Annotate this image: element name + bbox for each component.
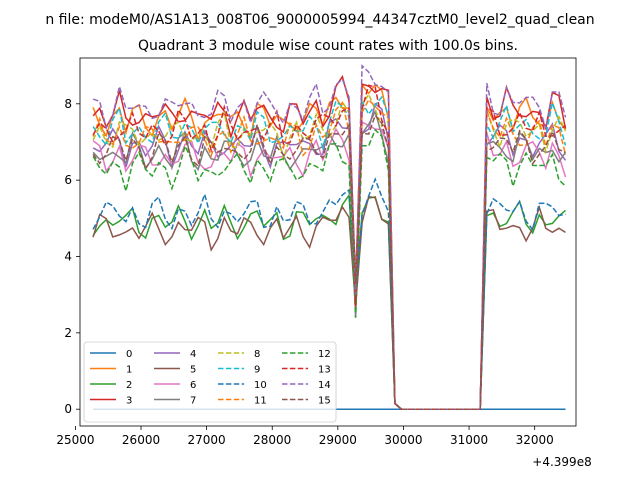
legend-label: 8 [254, 349, 260, 360]
y-tick-label: 4 [64, 250, 72, 264]
legend-label: 0 [126, 349, 132, 360]
legend-box [83, 341, 337, 423]
series-line-15 [92, 113, 566, 410]
series-line-8 [92, 92, 567, 410]
x-tick-label: 26000 [122, 433, 160, 447]
legend-label: 3 [126, 396, 132, 407]
series-line-14 [92, 64, 567, 410]
x-tick-label: 27000 [188, 433, 226, 447]
series-line-13 [92, 84, 566, 410]
legend-label: 4 [190, 349, 196, 360]
y-tick-label: 0 [64, 402, 72, 416]
x-axis-offset-label: +4.399e8 [532, 455, 591, 469]
series-line-9 [92, 95, 567, 410]
series-line-12 [92, 128, 567, 410]
legend-label: 11 [254, 396, 267, 407]
x-tick-label: 29000 [319, 433, 357, 447]
y-tick-label: 6 [64, 173, 72, 187]
legend-label: 1 [126, 365, 132, 376]
y-tick-label: 8 [64, 97, 72, 111]
legend-label: 7 [190, 396, 196, 407]
series-line-7 [92, 109, 567, 410]
plot-lines [92, 64, 567, 410]
chart-title: Quadrant 3 module wise count rates with … [138, 38, 518, 54]
legend-label: 6 [190, 380, 196, 391]
x-tick-label: 31000 [450, 433, 488, 447]
axes-frame [79, 57, 577, 427]
x-tick-label: 25000 [56, 433, 94, 447]
y-tick-label: 2 [64, 326, 72, 340]
legend-label: 14 [318, 380, 331, 391]
series-line-4 [92, 102, 567, 410]
figure-suptitle: n file: modeM0/AS1A13_008T06_9000005994_… [45, 12, 594, 28]
series-line-11 [92, 98, 567, 410]
x-tick-label: 28000 [253, 433, 291, 447]
x-tick-label: 30000 [384, 433, 422, 447]
legend-label: 10 [254, 380, 267, 391]
legend-label: 9 [254, 365, 260, 376]
x-tick-label: 32000 [516, 433, 554, 447]
legend-label: 5 [190, 365, 196, 376]
y-axis: 0 2 4 6 8 [64, 97, 80, 416]
legend-label: 15 [318, 396, 331, 407]
legend-label: 12 [318, 349, 331, 360]
legend-label: 2 [126, 380, 132, 391]
series-line-10 [92, 177, 566, 410]
x-axis: 25000 26000 27000 28000 29000 30000 31000 32000 [56, 426, 554, 447]
legend-label: 13 [318, 365, 331, 376]
series-line-5 [92, 195, 566, 410]
